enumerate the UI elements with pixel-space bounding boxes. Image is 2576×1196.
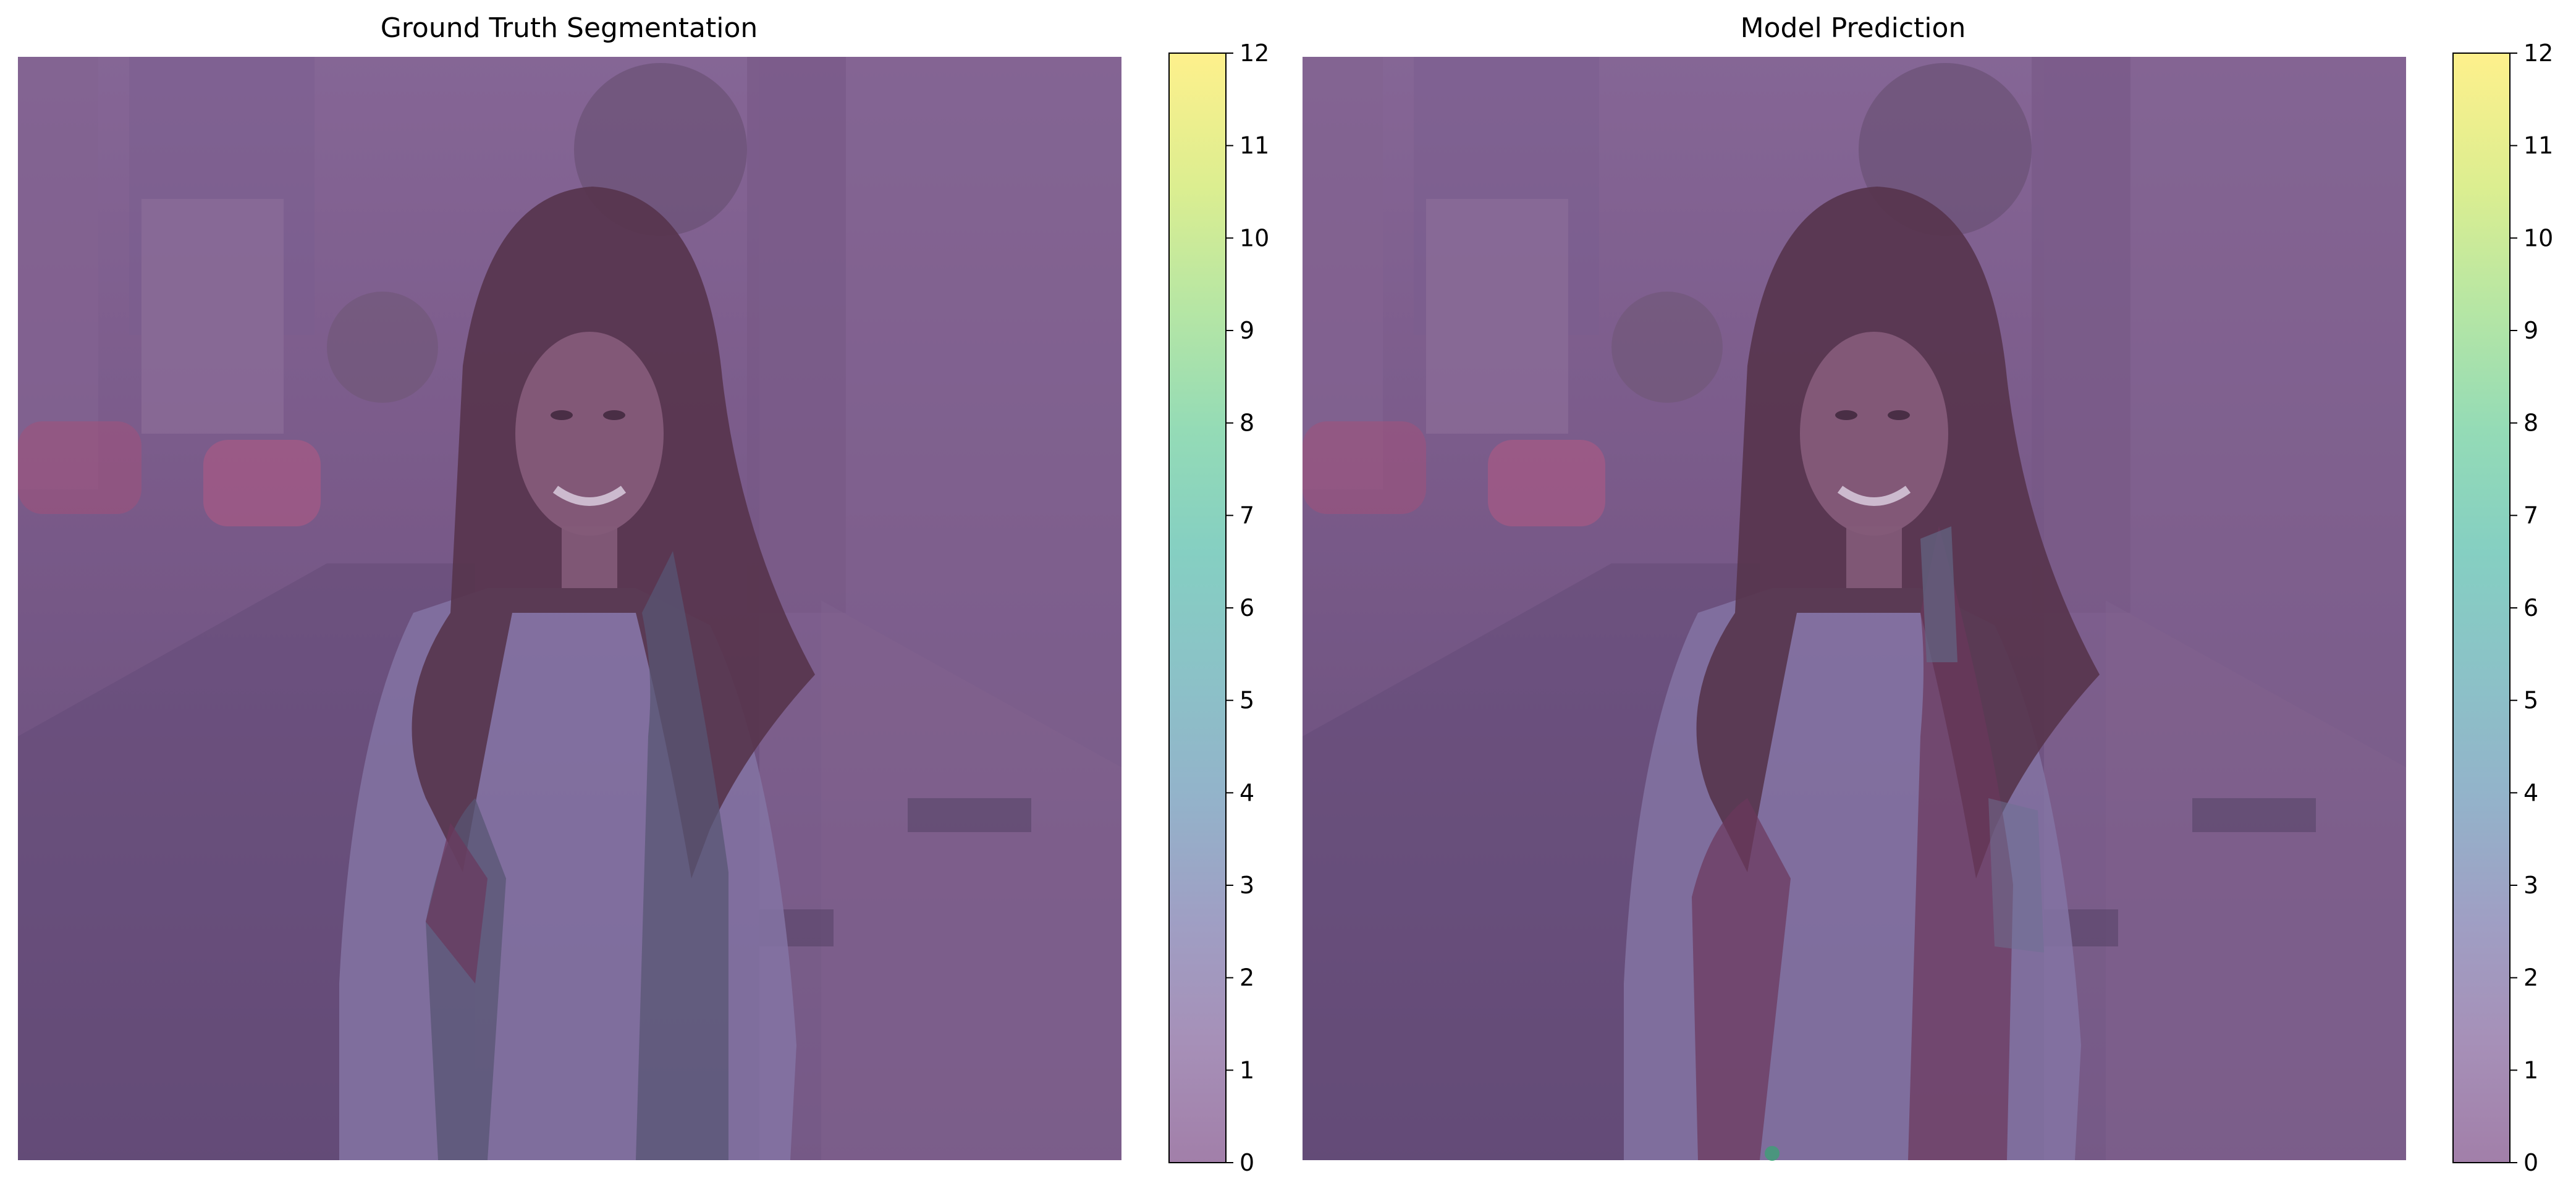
colorbar-tick-label: 7 <box>2523 502 2538 529</box>
segmentation-overlay-image <box>1303 57 2406 1161</box>
segmentation-overlay-image <box>18 57 1121 1160</box>
panel-ground-truth: Ground Truth Segmentation 01234567891011… <box>18 12 1269 1176</box>
colorbar-tick-label: 0 <box>1239 1149 1254 1176</box>
colorbar-tick-label: 9 <box>2523 317 2538 344</box>
colorbar-tick-label: 11 <box>1239 132 1269 159</box>
colorbar-tick-label: 4 <box>2523 779 2538 806</box>
panel-title: Model Prediction <box>1741 12 1966 44</box>
colorbar-tick-label: 10 <box>2523 224 2553 251</box>
colorbar-tick-label: 4 <box>1239 779 1254 806</box>
colorbar-tick-label: 12 <box>2523 40 2553 67</box>
colorbar-tick-label: 2 <box>2523 964 2538 992</box>
colorbar-tick-label: 8 <box>1239 410 1254 437</box>
colorbar-tick-label: 5 <box>2523 687 2538 714</box>
colorbar-gradient <box>2452 53 2511 1163</box>
panel-title: Ground Truth Segmentation <box>381 12 758 44</box>
colorbar-gradient <box>1168 53 1227 1163</box>
colorbar-tick-label: 10 <box>1239 224 1269 251</box>
colorbar-tick-label: 6 <box>2523 594 2538 621</box>
colorbar-tick-label: 0 <box>2523 1149 2538 1176</box>
vest-region-gt <box>426 551 728 1160</box>
colorbar-tick-label: 6 <box>1239 594 1254 621</box>
colorbar-tick-label: 1 <box>1239 1056 1254 1084</box>
colorbar-tick-label: 3 <box>2523 872 2538 899</box>
colorbar-tick-label: 12 <box>1239 40 1269 67</box>
colorbar-tick-label: 8 <box>2523 410 2538 437</box>
colorbar-tick-label: 1 <box>2523 1056 2538 1084</box>
colorbar-tick-label: 7 <box>1239 502 1254 529</box>
vest-region-pred <box>1692 526 2013 1160</box>
colorbar-tick-label: 11 <box>2523 132 2553 159</box>
colorbar-tick-label: 3 <box>1239 872 1254 899</box>
colorbar-tick-label: 5 <box>1239 687 1254 714</box>
colorbar-tick-label: 9 <box>1239 317 1254 344</box>
colorbar-tick-label: 2 <box>1239 964 1254 992</box>
